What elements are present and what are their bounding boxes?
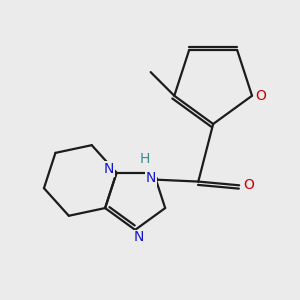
Text: N: N	[146, 171, 156, 185]
Text: N: N	[134, 230, 144, 244]
Text: O: O	[243, 178, 254, 192]
Text: H: H	[139, 152, 150, 166]
Text: O: O	[255, 89, 266, 103]
Text: N: N	[104, 162, 114, 176]
